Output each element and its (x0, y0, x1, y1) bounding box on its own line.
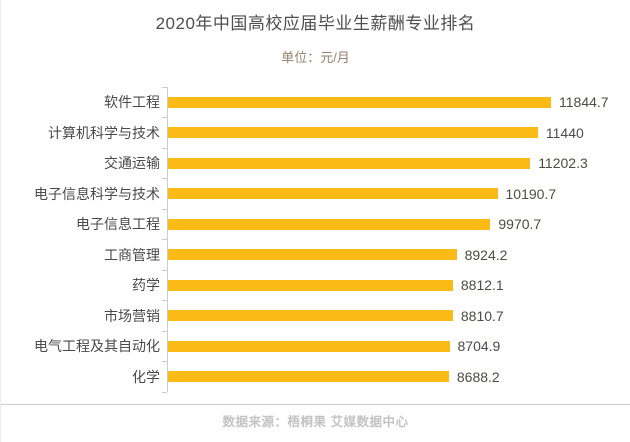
bar (168, 96, 551, 108)
value-label: 11440 (545, 124, 584, 141)
bar (168, 188, 498, 200)
plot-cell: 10190.7 (162, 178, 630, 209)
bar-chart: 软件工程 11844.7 计算机科学与技术 11440 交通运输 11202.3… (1, 86, 630, 392)
value-label: 9970.7 (498, 216, 542, 233)
value-label: 10190.7 (505, 185, 557, 202)
category-label: 软件工程 (104, 94, 160, 111)
chart-title: 2020年中国高校应届毕业生薪酬专业排名 (155, 14, 476, 33)
value-label: 8704.9 (457, 338, 501, 355)
value-label: 8812.1 (460, 277, 504, 294)
bar (168, 371, 449, 383)
category-label: 计算机科学与技术 (48, 124, 160, 141)
bar-row: 电子信息科学与技术 10190.7 (1, 178, 630, 209)
plot-cell: 8810.7 (162, 300, 630, 331)
data-source-text: 数据来源：梧桐果 艾媒数据中心 (222, 415, 409, 429)
plot-cell: 11844.7 (162, 86, 630, 118)
plot-cell: 8924.2 (162, 239, 630, 270)
category-label: 交通运输 (104, 155, 160, 172)
value-label: 11844.7 (559, 94, 609, 111)
bar-row: 软件工程 11844.7 (1, 86, 630, 118)
plot-cell: 9970.7 (162, 208, 630, 240)
bar (168, 310, 453, 322)
footer-divider (1, 404, 630, 405)
category-label: 工商管理 (104, 246, 160, 263)
bar (168, 249, 457, 261)
value-label: 8810.7 (460, 307, 504, 324)
bar-row: 电子信息工程 9970.7 (1, 208, 630, 240)
category-label: 电子信息工程 (76, 216, 160, 233)
bar (168, 340, 450, 352)
plot-cell: 8812.1 (162, 269, 630, 301)
bar-row: 计算机科学与技术 11440 (1, 117, 630, 148)
plot-cell: 8688.2 (162, 361, 630, 392)
plot-cell: 11202.3 (162, 147, 630, 179)
plot-cell: 11440 (162, 117, 630, 148)
category-label: 药学 (132, 277, 160, 294)
bar-rows: 软件工程 11844.7 计算机科学与技术 11440 交通运输 11202.3… (1, 86, 630, 392)
bar-row: 工商管理 8924.2 (1, 239, 630, 270)
bar-row: 电气工程及其自动化 8704.9 (1, 330, 630, 362)
unit-label: 单位：元/月 (281, 50, 350, 65)
bar (168, 279, 453, 291)
bar-row: 药学 8812.1 (1, 269, 630, 301)
plot-cell: 8704.9 (162, 330, 630, 362)
value-label: 11202.3 (538, 155, 588, 172)
bar-row: 交通运输 11202.3 (1, 147, 630, 179)
value-label: 8688.2 (456, 368, 500, 385)
bar (168, 127, 538, 139)
value-label: 8924.2 (464, 246, 508, 263)
bar (168, 218, 491, 230)
bar-row: 市场营销 8810.7 (1, 300, 630, 331)
category-label: 电子信息科学与技术 (34, 185, 160, 202)
category-label: 化学 (132, 368, 160, 385)
category-label: 市场营销 (104, 307, 160, 324)
bar (168, 157, 531, 169)
bar-row: 化学 8688.2 (1, 361, 630, 392)
category-label: 电气工程及其自动化 (34, 338, 160, 355)
